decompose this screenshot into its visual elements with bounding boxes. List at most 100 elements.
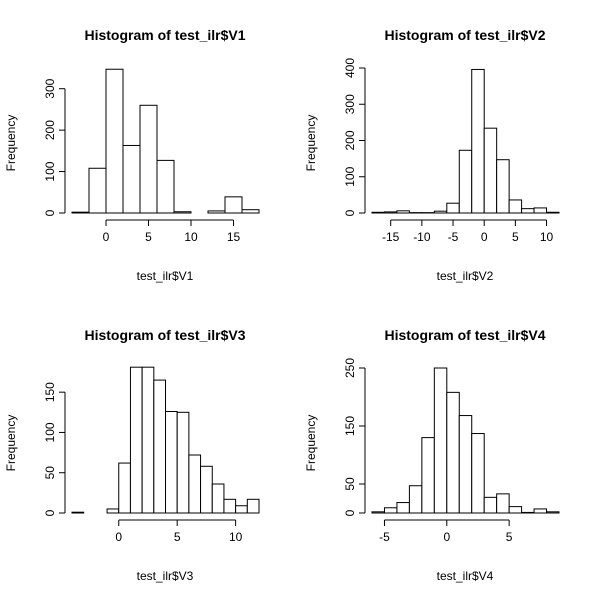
y-axis: 0 100 200 300: [43, 78, 66, 216]
x-axis-label: test_ilr$V4: [437, 569, 494, 583]
histogram-bar: [496, 159, 510, 214]
histogram-bar: [508, 199, 523, 214]
x-tick-label: -5: [448, 230, 459, 244]
histogram-bar: [176, 411, 190, 514]
y-tick-label: 50: [43, 466, 57, 480]
y-tick-label: 300: [343, 94, 357, 114]
histogram-bar: [471, 433, 485, 514]
y-tick-label: 150: [343, 416, 357, 436]
y-tick-label: 250: [343, 358, 357, 378]
histogram-bar: [118, 462, 131, 514]
y-axis-label: Frequency: [304, 415, 318, 472]
x-tick-label: -10: [413, 230, 431, 244]
histogram-bar: [173, 211, 192, 214]
histogram-bar: [396, 210, 410, 214]
histogram-bar: [141, 366, 155, 514]
histogram-bars: [371, 68, 560, 214]
histogram-bar: [71, 211, 90, 214]
histogram-bar: [546, 511, 560, 514]
histogram-bar: [371, 511, 385, 514]
histogram-bar: [235, 505, 248, 514]
histogram-bar: [521, 511, 535, 514]
y-tick-label: 0: [43, 509, 57, 516]
histogram-bars: [71, 68, 260, 214]
y-axis: 0 100 200 300 400: [343, 58, 366, 216]
y-tick-label: 300: [43, 78, 57, 98]
histogram-bar: [458, 149, 473, 214]
histogram-bar: [156, 159, 175, 214]
x-tick-label: 10: [184, 230, 198, 244]
histogram-bar: [153, 379, 166, 514]
chart-title: Histogram of test_ilr$V1: [84, 27, 245, 43]
histogram-bar: [188, 454, 202, 514]
histogram-bar: [546, 211, 560, 214]
histogram-bar: [483, 127, 498, 214]
x-tick-label: 5: [145, 230, 152, 244]
histogram-bar: [241, 209, 260, 214]
histogram-panel-v1: Histogram of test_ilr$V1 test_ilr$V1 Fre…: [4, 27, 260, 283]
y-tick-label: 150: [43, 382, 57, 402]
histogram-bar: [165, 411, 178, 514]
y-axis-label: Frequency: [4, 415, 18, 472]
histogram-bar: [71, 511, 85, 514]
x-axis-label: test_ilr$V1: [137, 269, 194, 283]
histogram-bar: [496, 493, 510, 514]
histogram-bar: [408, 485, 423, 514]
histogram-bar: [533, 508, 548, 514]
x-tick-label: 0: [115, 530, 122, 544]
x-tick-label: 5: [512, 230, 519, 244]
y-axis-label: Frequency: [4, 115, 18, 172]
chart-title: Histogram of test_ilr$V2: [384, 27, 545, 43]
x-tick-label: 10: [229, 530, 243, 544]
histogram-bar: [106, 508, 120, 514]
histogram-bar: [211, 483, 225, 514]
y-tick-label: 0: [43, 209, 57, 216]
histogram-bar: [471, 68, 485, 214]
histogram-bar: [383, 211, 398, 214]
y-axis: 0 50 150 250: [343, 358, 366, 516]
histogram-bar: [200, 465, 213, 514]
x-tick-label: 5: [506, 530, 513, 544]
histogram-panel-v4: Histogram of test_ilr$V4 test_ilr$V4 Fre…: [304, 327, 560, 583]
x-axis-label: test_ilr$V2: [437, 269, 494, 283]
chart-title: Histogram of test_ilr$V4: [384, 327, 545, 343]
y-tick-label: 200: [343, 130, 357, 150]
histogram-bar: [508, 506, 523, 514]
histogram-bar: [223, 498, 237, 514]
y-tick-label: 100: [43, 161, 57, 181]
histogram-bars: [371, 367, 560, 514]
x-axis: 0 5 10: [115, 519, 243, 544]
histogram-bar: [129, 366, 143, 514]
x-tick-label: -15: [382, 230, 400, 244]
histogram-bar: [433, 210, 448, 214]
histogram-bar: [105, 68, 124, 214]
x-tick-label: 15: [227, 230, 241, 244]
x-tick-label: 0: [103, 230, 110, 244]
x-axis-label: test_ilr$V3: [137, 569, 194, 583]
y-axis: 0 50 100 150: [43, 382, 66, 516]
x-axis: 0 5 10 15: [103, 219, 241, 244]
histogram-bar: [458, 415, 473, 514]
histogram-bar: [224, 196, 243, 214]
histogram-bar: [246, 498, 260, 514]
histogram-bar: [483, 496, 498, 514]
histogram-bar: [521, 208, 535, 214]
x-tick-label: 0: [481, 230, 488, 244]
y-tick-label: 100: [43, 422, 57, 442]
histogram-bar: [371, 211, 385, 214]
histogram-bar: [421, 437, 435, 514]
histogram-bar: [383, 507, 398, 514]
histogram-bar: [122, 144, 141, 214]
histogram-bar: [433, 367, 448, 514]
x-tick-label: 0: [443, 530, 450, 544]
histogram-bar: [533, 207, 548, 214]
x-tick-label: -5: [379, 530, 390, 544]
histogram-bars: [71, 366, 260, 514]
y-tick-label: 50: [343, 477, 357, 491]
x-axis: -15 -10 -5 0 5 10: [382, 219, 554, 244]
x-axis: -5 0 5: [379, 519, 513, 544]
y-tick-label: 100: [343, 166, 357, 186]
y-tick-label: 0: [343, 209, 357, 216]
histogram-bar: [207, 210, 226, 214]
